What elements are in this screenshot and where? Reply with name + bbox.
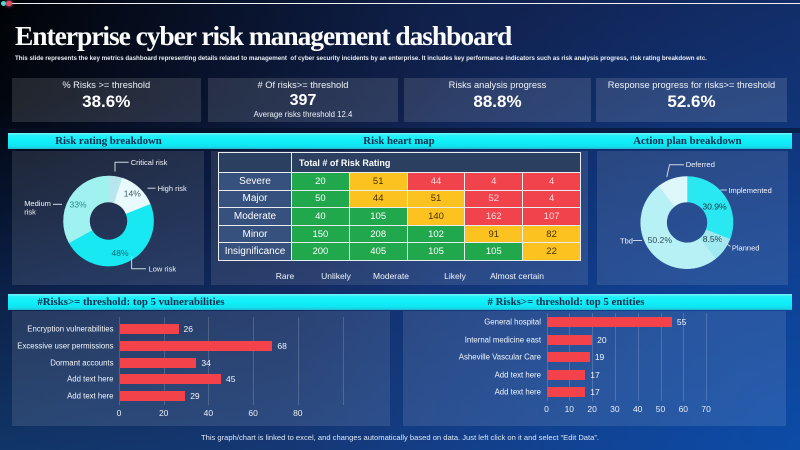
svg-text:14%: 14% xyxy=(124,189,141,199)
svg-text:Tbd: Tbd xyxy=(620,237,633,246)
svg-text:risk: risk xyxy=(24,207,36,216)
svg-text:Planned: Planned xyxy=(731,244,759,253)
svg-text:Medium: Medium xyxy=(24,199,51,208)
svg-text:Deferred: Deferred xyxy=(685,160,714,169)
svg-text:30.9%: 30.9% xyxy=(702,202,727,212)
svg-text:8.5%: 8.5% xyxy=(702,234,722,244)
svg-text:33%: 33% xyxy=(69,199,86,209)
svg-text:48%: 48% xyxy=(111,248,128,258)
svg-text:Low risk: Low risk xyxy=(149,265,177,274)
svg-text:Implemented: Implemented xyxy=(728,186,771,195)
svg-text:Critical risk: Critical risk xyxy=(131,158,168,167)
svg-text:High risk: High risk xyxy=(158,184,187,193)
svg-text:50.2%: 50.2% xyxy=(647,235,672,245)
